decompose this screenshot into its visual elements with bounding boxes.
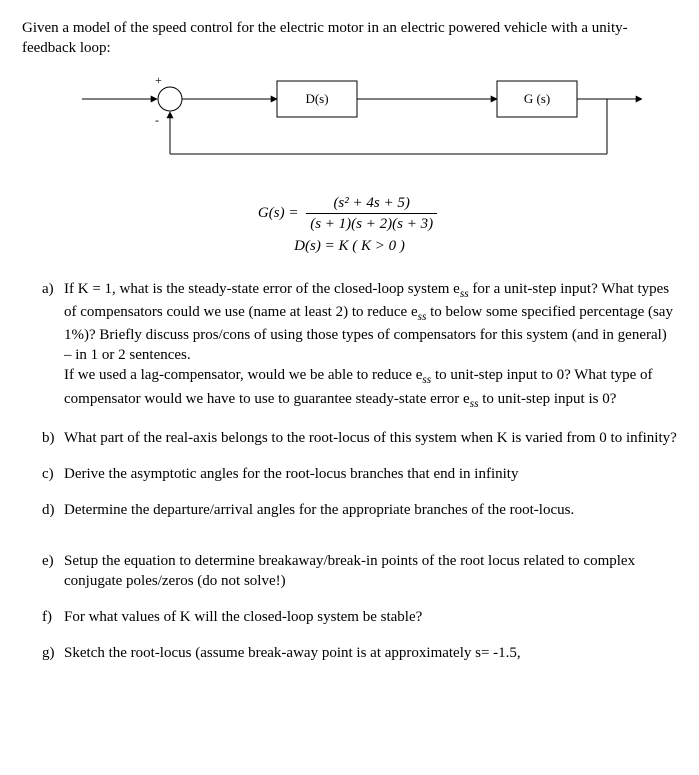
question-list: a) If K = 1, what is the steady-state er… <box>42 279 677 664</box>
part-d-label: d) <box>42 500 64 520</box>
gs-denominator: (s + 1)(s + 2)(s + 3) <box>306 214 437 234</box>
part-d: d) Determine the departure/arrival angle… <box>42 500 677 520</box>
equations: G(s) = (s² + 4s + 5) (s + 1)(s + 2)(s + … <box>22 193 677 257</box>
part-c-label: c) <box>42 464 64 484</box>
part-c: c) Derive the asymptotic angles for the … <box>42 464 677 484</box>
block-diagram: + - D(s) G (s) <box>82 69 677 175</box>
part-d-body: Determine the departure/arrival angles f… <box>64 500 677 520</box>
ds-equation: D(s) = K ( K > 0 ) <box>22 236 677 256</box>
part-g: g) Sketch the root-locus (assume break-a… <box>42 643 677 663</box>
part-c-body: Derive the asymptotic angles for the roo… <box>64 464 677 484</box>
block-gs-label: G (s) <box>524 91 550 106</box>
part-a-label: a) <box>42 279 64 412</box>
block-ds-label: D(s) <box>305 91 328 106</box>
part-f-label: f) <box>42 607 64 627</box>
gs-lhs: G(s) = <box>258 205 299 221</box>
part-f: f) For what values of K will the closed-… <box>42 607 677 627</box>
part-a: a) If K = 1, what is the steady-state er… <box>42 279 677 412</box>
part-b: b) What part of the real-axis belongs to… <box>42 428 677 448</box>
minus-sign: - <box>155 113 159 127</box>
part-e-label: e) <box>42 551 64 592</box>
part-b-body: What part of the real-axis belongs to th… <box>64 428 677 448</box>
part-f-body: For what values of K will the closed-loo… <box>64 607 677 627</box>
intro-text: Given a model of the speed control for t… <box>22 18 677 59</box>
gs-numerator: (s² + 4s + 5) <box>306 193 437 214</box>
part-b-label: b) <box>42 428 64 448</box>
part-g-label: g) <box>42 643 64 663</box>
part-g-body: Sketch the root-locus (assume break-away… <box>64 643 677 663</box>
part-e-body: Setup the equation to determine breakawa… <box>64 551 677 592</box>
plus-sign: + <box>155 73 162 87</box>
part-e: e) Setup the equation to determine break… <box>42 551 677 592</box>
part-a-body: If K = 1, what is the steady-state error… <box>64 279 677 412</box>
